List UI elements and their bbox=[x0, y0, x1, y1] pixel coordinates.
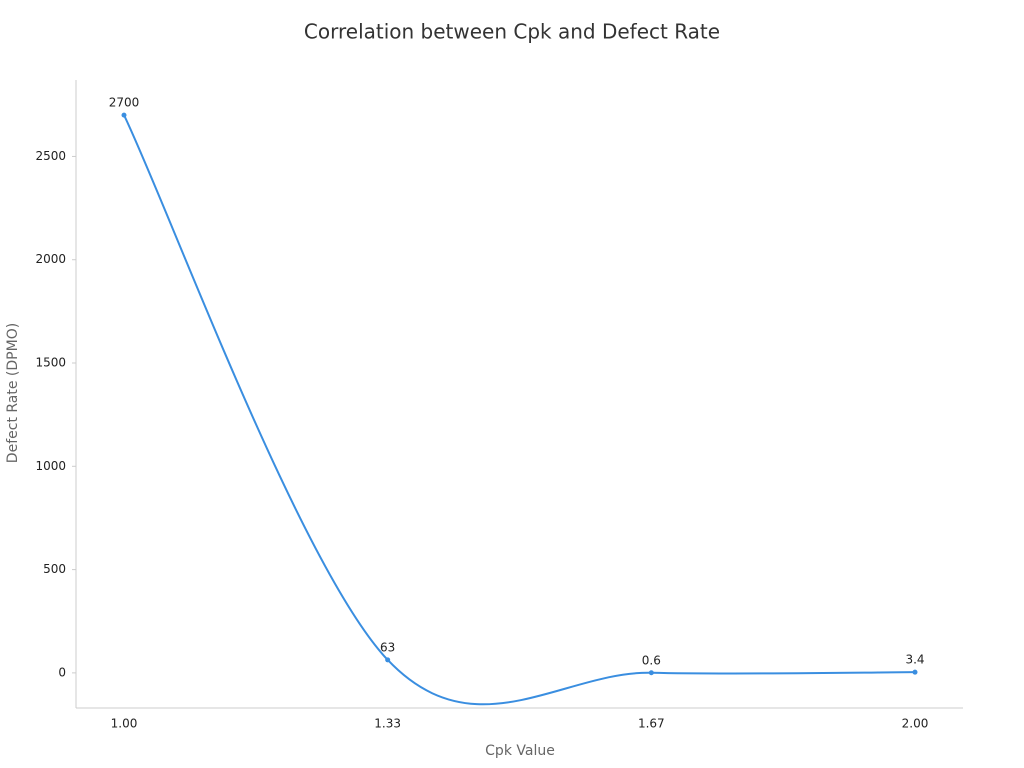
data-label: 2700 bbox=[109, 96, 140, 110]
x-tick-label: 1.67 bbox=[638, 717, 665, 731]
y-tick-label: 1500 bbox=[35, 356, 66, 370]
data-label: 63 bbox=[380, 640, 395, 654]
x-tick-label: 1.00 bbox=[111, 717, 138, 731]
y-tick-label: 2000 bbox=[35, 252, 66, 266]
data-label: 0.6 bbox=[642, 653, 661, 667]
point bbox=[648, 670, 654, 676]
line bbox=[123, 114, 916, 706]
point bbox=[385, 657, 391, 663]
x-tick-label: 1.33 bbox=[374, 717, 401, 731]
chart-title: Correlation between Cpk and Defect Rate bbox=[304, 20, 720, 44]
point bbox=[912, 669, 918, 675]
y-axis-label: Defect Rate (DPMO) bbox=[5, 323, 21, 463]
y-tick-label: 2500 bbox=[35, 149, 66, 163]
y-tick-label: 500 bbox=[43, 562, 66, 576]
y-tick-label: 1000 bbox=[35, 459, 66, 473]
y-tick-label: 0 bbox=[58, 665, 66, 679]
x-axis-label: Cpk Value bbox=[485, 743, 555, 759]
point bbox=[121, 112, 127, 118]
data-label: 3.4 bbox=[905, 653, 924, 667]
x-tick-label: 2.00 bbox=[902, 717, 929, 731]
